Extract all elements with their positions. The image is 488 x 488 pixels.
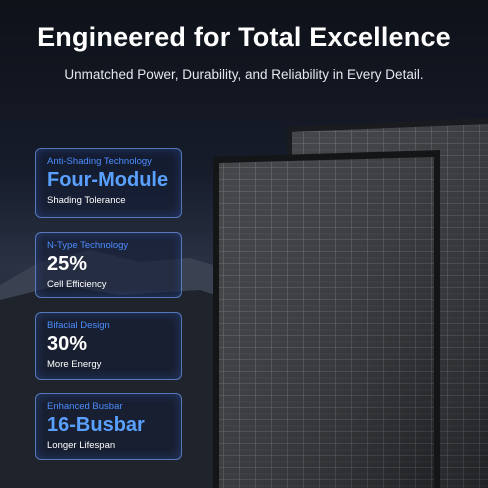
title: Engineered for Total Excellence: [37, 22, 451, 52]
feature-label: Bifacial Design: [47, 320, 110, 331]
feature-value: 30%: [47, 333, 88, 355]
feature-card: Enhanced Busbar 16-Busbar Longer Lifespa…: [35, 393, 182, 460]
feature-card: N-Type Technology 25% Cell Efficiency: [35, 232, 182, 298]
feature-card: Bifacial Design 30% More Energy: [35, 312, 182, 380]
feature-card: Anti-Shading Technology Four-Module Shad…: [35, 148, 182, 218]
feature-value: 16-Busbar: [47, 414, 145, 436]
feature-label: N-Type Technology: [47, 240, 129, 251]
feature-caption: Longer Lifespan: [47, 440, 116, 451]
front-panel: [213, 150, 440, 488]
subtitle: Unmatched Power, Durability, and Reliabi…: [64, 67, 424, 82]
feature-caption: More Energy: [47, 359, 102, 370]
feature-caption: Shading Tolerance: [47, 195, 126, 206]
feature-value: 25%: [47, 253, 88, 275]
feature-label: Anti-Shading Technology: [47, 156, 152, 167]
feature-label: Enhanced Busbar: [47, 401, 123, 412]
feature-caption: Cell Efficiency: [47, 279, 107, 290]
feature-value: Four-Module: [47, 169, 169, 191]
